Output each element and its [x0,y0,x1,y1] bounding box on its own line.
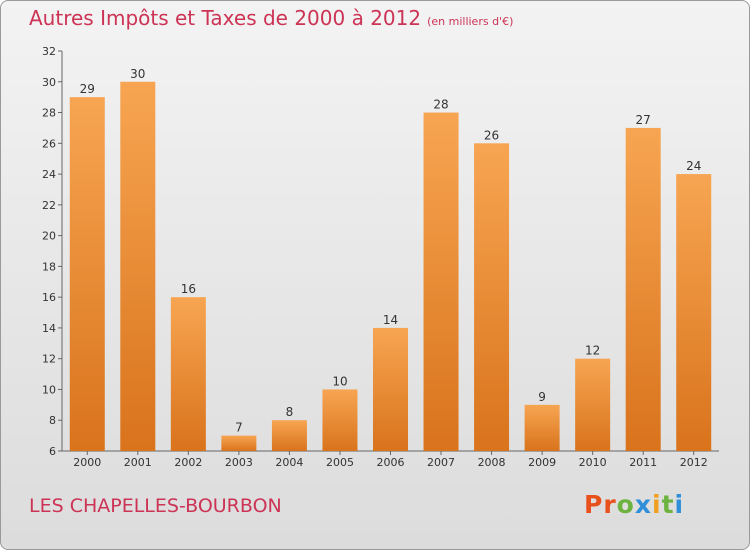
y-tick-label: 28 [42,107,56,120]
y-tick-label: 6 [49,445,56,458]
x-tick-label-2008: 2008 [478,456,506,469]
bar-2011 [625,127,661,451]
y-tick-label: 8 [49,414,56,427]
data-label-2010: 12 [585,344,600,358]
y-tick-label: 32 [42,45,56,58]
proxiti-logo: Proxiti [584,490,684,519]
data-label-2004: 8 [286,405,294,419]
bar-2001 [120,81,156,452]
y-tick-label: 12 [42,353,56,366]
chart-title-text: Autres Impôts et Taxes de 2000 à 2012 [29,6,422,30]
x-tick-label-2010: 2010 [579,456,607,469]
bar-2007 [423,112,459,452]
x-tick-label-2001: 2001 [124,456,152,469]
y-tick-label: 14 [42,322,56,335]
x-tick-label-2006: 2006 [377,456,405,469]
data-label-2011: 27 [636,113,651,127]
bar-2010 [575,358,611,451]
logo-letter: P [584,490,604,519]
bar-2012 [676,174,712,452]
x-tick-label-2011: 2011 [629,456,657,469]
logo-letter: i [674,490,685,519]
y-tick-label: 20 [42,230,56,243]
logo-letter: o [616,490,635,519]
logo-letter: r [603,490,617,519]
bar-2008 [474,143,510,452]
logo-letter: i [652,490,662,519]
data-label-2009: 9 [538,390,546,404]
chart-bars: 29 30 16 7 8 10 14 28 26 9 12 27 24 [69,67,712,452]
data-label-2005: 10 [332,374,347,388]
bar-2009 [524,404,560,451]
y-tick-label: 30 [42,76,56,89]
x-tick-label-2005: 2005 [326,456,354,469]
y-tick-label: 24 [42,168,56,181]
bar-2000 [69,97,105,452]
x-tick-label-2009: 2009 [528,456,556,469]
x-tick-label-2012: 2012 [680,456,708,469]
y-tick-label: 10 [42,383,56,396]
y-tick-label: 18 [42,260,56,273]
x-tick-label-2002: 2002 [174,456,202,469]
data-label-2002: 16 [181,282,196,296]
logo-letter: t [661,490,675,519]
x-tick-label-2000: 2000 [73,456,101,469]
chart-title: Autres Impôts et Taxes de 2000 à 2012 (en… [29,6,513,30]
bar-2002 [170,297,206,451]
y-tick-label: 16 [42,291,56,304]
bar-2006 [373,327,408,451]
bar-2004 [271,420,307,451]
bar-2003 [221,435,257,451]
chart-axes: 6 8 10 12 14 16 18 20 22 24 26 28 30 32 2000 2001 2002 20… [42,45,719,469]
data-label-2001: 30 [130,67,145,81]
bar-2005 [322,389,358,451]
x-tick-label-2004: 2004 [275,456,303,469]
y-tick-label: 22 [42,199,56,212]
x-tick-label-2007: 2007 [427,456,455,469]
data-label-2012: 24 [686,159,701,173]
x-tick-label-2003: 2003 [225,456,253,469]
data-label-2000: 29 [80,82,95,96]
data-label-2007: 28 [433,98,448,112]
y-tick-label: 26 [42,137,56,150]
logo-letter: x [634,490,652,519]
data-label-2003: 7 [235,421,243,435]
data-label-2008: 26 [484,128,499,142]
commune-name: LES CHAPELLES-BOURBON [29,495,282,517]
chart-unit: (en milliers d'€) [427,15,514,28]
data-label-2006: 14 [383,313,398,327]
